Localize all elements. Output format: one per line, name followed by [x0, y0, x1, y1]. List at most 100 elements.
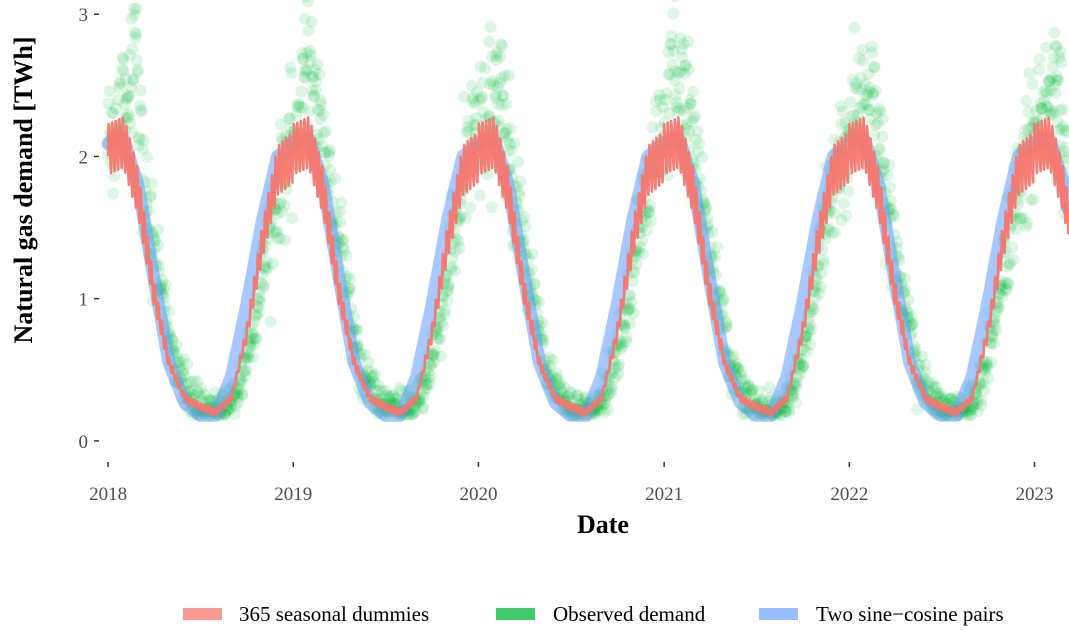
observed-point-1031	[625, 296, 638, 309]
observed-point-773	[494, 50, 507, 63]
observed-point-1349	[786, 391, 799, 404]
observed-point-768	[491, 81, 504, 94]
observed-point-783	[499, 126, 512, 139]
observed-point-399	[304, 55, 317, 68]
observed-point-1491	[858, 97, 871, 110]
observed-point-49	[126, 73, 139, 86]
observed-point-1727	[978, 384, 991, 397]
observed-point-1028	[623, 317, 636, 330]
observed-point-42	[123, 90, 136, 103]
observed-point-765	[490, 49, 503, 62]
observed-point-250	[228, 408, 241, 420]
observed-point-685	[449, 245, 462, 258]
observed-point-628	[420, 377, 433, 390]
observed-point-1080	[650, 95, 662, 108]
observed-point-794	[504, 122, 517, 135]
observed-point-1459	[842, 185, 855, 198]
observed-point-1036	[627, 307, 640, 320]
observed-point-358	[283, 112, 296, 125]
observed-point-271	[239, 370, 252, 383]
observed-point-912	[564, 387, 577, 400]
observed-point-398	[304, 44, 316, 57]
observed-point-1029	[624, 288, 637, 301]
observed-point-533	[372, 379, 385, 391]
observed-point-1578	[902, 293, 915, 306]
observed-point-299	[253, 295, 266, 308]
observed-point-898	[557, 381, 570, 394]
observed-point-98	[151, 223, 164, 236]
observed-point-651	[432, 331, 445, 344]
observed-point-1632	[930, 381, 943, 394]
observed-point-1383	[803, 318, 816, 331]
observed-point-1263	[742, 379, 755, 391]
observed-point-643	[428, 349, 441, 362]
observed-point-372	[290, 109, 303, 121]
observed-point-438	[324, 163, 337, 176]
observed-point-282	[245, 332, 258, 344]
observed-point-1351	[787, 387, 800, 400]
observed-point-769	[492, 97, 505, 110]
observed-point-1139	[680, 59, 692, 71]
x-tick-label-2020: 2020	[459, 484, 497, 505]
observed-point-649	[431, 333, 444, 346]
legend-label-two-sine-cosine-pairs: Two sine−cosine pairs	[816, 602, 1004, 626]
observed-point-1134	[677, 37, 690, 50]
observed-point-756	[485, 201, 498, 214]
observed-point-1633	[930, 387, 943, 400]
observed-point-1213	[717, 293, 730, 305]
observed-point-1527	[876, 113, 889, 126]
observed-point-54	[129, 31, 142, 44]
observed-point-60	[132, 139, 145, 152]
observed-point-1073	[646, 121, 659, 134]
observed-point-1137	[678, 60, 691, 73]
observed-point-778	[496, 89, 509, 102]
observed-point-1824	[1027, 193, 1040, 206]
observed-point-169	[187, 374, 200, 387]
observed-point-48	[126, 43, 139, 56]
observed-point-403	[306, 71, 319, 84]
observed-point-163	[184, 376, 197, 389]
observed-point-437	[323, 144, 336, 156]
observed-point-1653	[940, 392, 953, 405]
observed-point-1268	[745, 388, 758, 401]
observed-point-387	[298, 63, 311, 76]
observed-point-1124	[672, 66, 685, 79]
observed-point-1488	[857, 54, 869, 67]
observed-point-540	[376, 384, 389, 397]
observed-point-1283	[753, 384, 765, 397]
observed-point-464	[337, 233, 350, 246]
observed-point-987	[602, 388, 615, 401]
observed-point-1369	[796, 360, 809, 373]
plot-area	[101, 0, 1069, 422]
observed-point-622	[417, 390, 430, 403]
observed-point-1507	[866, 88, 879, 101]
observed-point-430	[320, 125, 333, 138]
x-tick-label-2021: 2021	[645, 484, 683, 505]
observed-point-39	[121, 89, 134, 102]
observed-point-1132	[676, 51, 689, 64]
observed-point-285	[246, 327, 259, 340]
observed-point-753	[484, 77, 497, 90]
observed-point-555	[383, 390, 396, 403]
observed-point-1619	[923, 377, 936, 389]
observed-point-782	[498, 69, 511, 82]
observed-point-547	[379, 385, 392, 397]
observed-point-458	[334, 216, 347, 229]
observed-point-1129	[674, 65, 687, 78]
observed-point-668	[441, 285, 453, 298]
observed-point-1159	[690, 133, 703, 146]
observed-point-1661	[944, 392, 957, 405]
observed-point-655	[434, 333, 447, 346]
observed-point-320	[264, 315, 277, 328]
observed-point-1865	[1048, 26, 1061, 39]
observed-point-1358	[791, 371, 804, 384]
observed-point-1088	[654, 93, 667, 106]
observed-point-1410	[817, 254, 830, 267]
legend-label-365-seasonal-dummies: 365 seasonal dummies	[239, 602, 429, 626]
observed-point-1503	[864, 113, 877, 126]
y-tick-label-3: 3	[79, 5, 89, 26]
observed-point-1539	[882, 159, 895, 171]
observed-point-620	[416, 402, 429, 415]
observed-point-785	[500, 98, 513, 110]
observed-point-1267	[744, 385, 757, 398]
